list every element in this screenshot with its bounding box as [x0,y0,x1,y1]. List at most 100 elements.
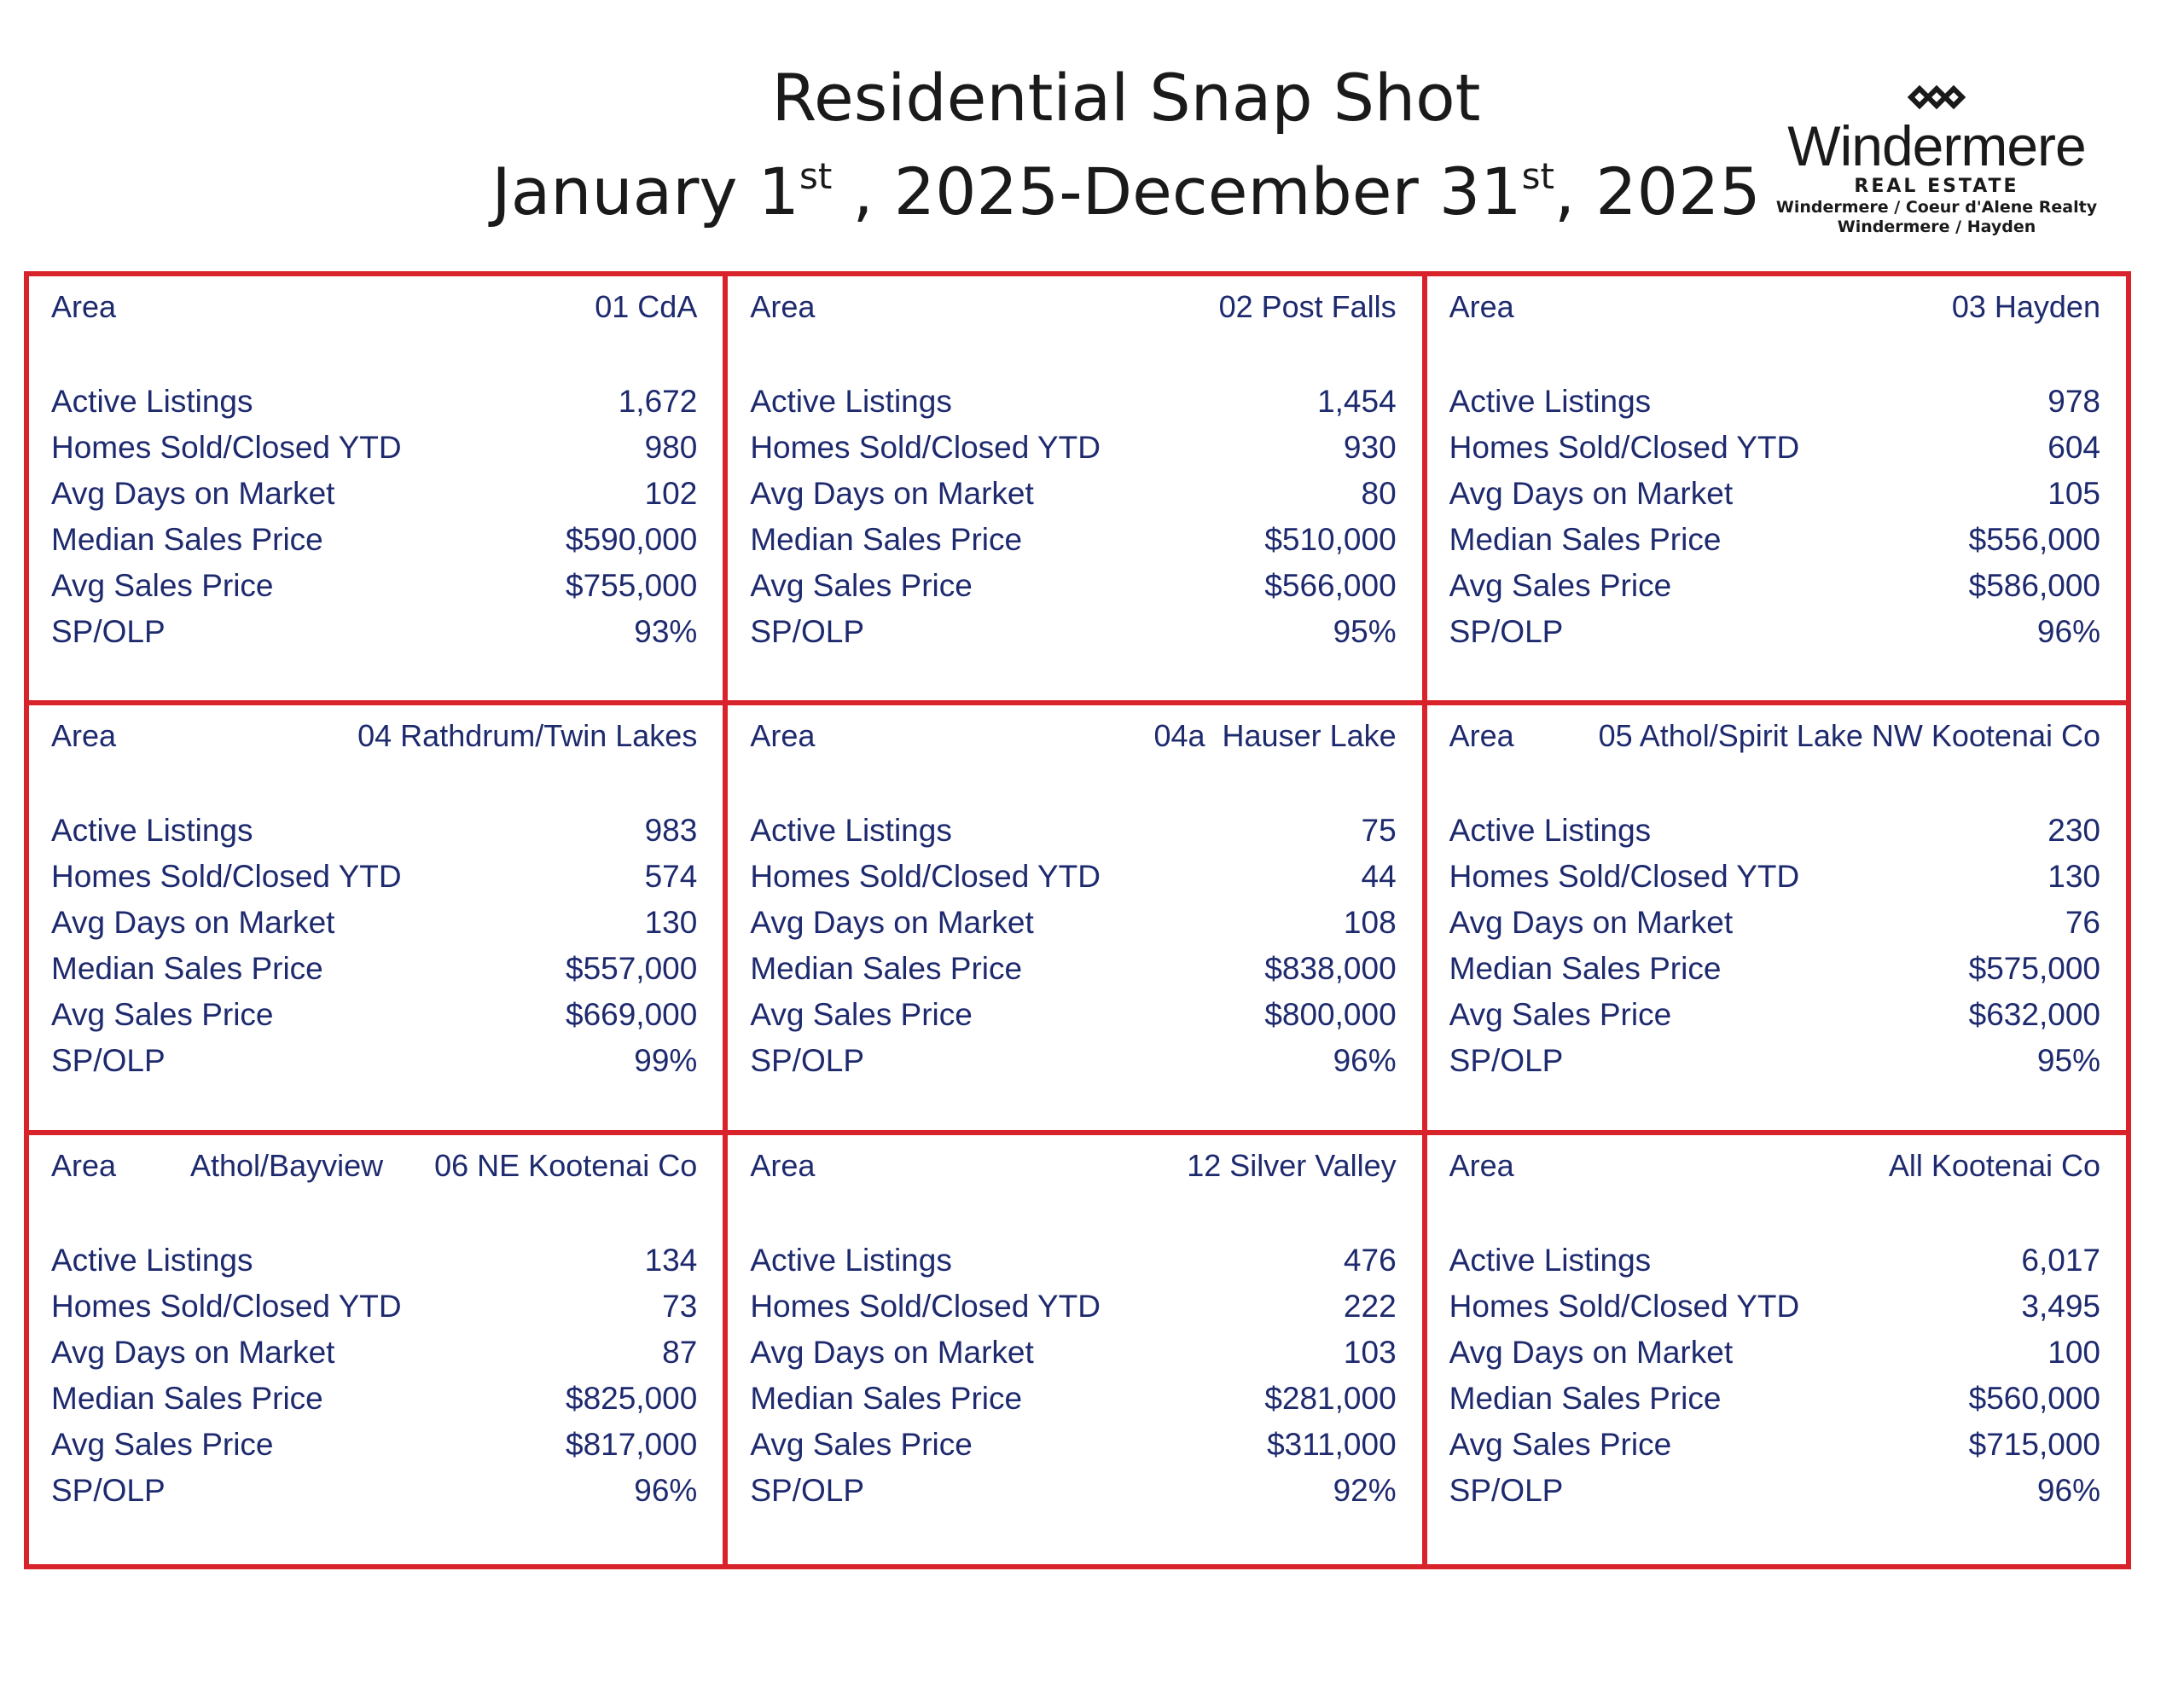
area-name: 12 Silver Valley [1187,1147,1397,1183]
stat-median-price: Median Sales Price $838,000 [750,946,1396,992]
area-card: Area 01 CdA Active Listings 1,672 Homes So… [29,276,729,706]
stat-active-listings: Active Listings 6,017 [1449,1238,2100,1284]
stat-avg-days: Avg Days on Market 130 [51,900,697,946]
stat-value: 105 [2048,476,2100,511]
stat-value: 222 [1343,1288,1397,1324]
area-label: Area [51,1147,117,1183]
stat-avg-price: Avg Sales Price $800,000 [750,992,1396,1038]
stat-label: Avg Days on Market [750,1334,1034,1370]
stat-avg-price: Avg Sales Price $669,000 [51,992,697,1038]
stat-label: SP/OLP [51,614,166,649]
stat-label: Active Listings [750,384,952,419]
area-card: Area 03 Hayden Active Listings 978 Homes S… [1426,276,2126,706]
stat-active-listings: Active Listings 75 [750,808,1396,854]
stat-value: 978 [2048,384,2100,419]
stat-label: Avg Days on Market [1449,905,1734,941]
stat-value: 76 [2065,905,2100,941]
stat-value: 574 [644,859,698,895]
stat-value: 80 [1361,476,1397,511]
logo-office-2: Windermere / Hayden [1837,217,2036,236]
windermere-logo: Windermere REAL ESTATE Windermere / Coeu… [1757,78,2116,237]
stat-label: Active Listings [1449,813,1652,849]
area-stats: Active Listings 978 Homes Sold/Closed YTD… [1449,379,2100,655]
stat-label: SP/OLP [1449,1472,1564,1508]
stat-label: Avg Days on Market [1449,476,1734,511]
stat-avg-days: Avg Days on Market 76 [1449,900,2100,946]
stat-value: 3,495 [2021,1288,2100,1324]
stat-value: 102 [644,476,698,511]
stat-value: 95% [1333,614,1397,649]
area-card: Area 05 Athol/Spirit Lake NW Kootenai Co … [1426,705,2126,1135]
area-stats: Active Listings 983 Homes Sold/Closed YTD… [51,808,697,1084]
stat-value: $560,000 [1968,1380,2100,1416]
stat-value: 1,672 [618,384,698,419]
stat-value: 96% [634,1472,698,1508]
stat-homes-sold: Homes Sold/Closed YTD 930 [750,425,1396,471]
stat-value: $311,000 [1267,1426,1397,1462]
stat-value: $838,000 [1264,951,1397,987]
area-stats: Active Listings 6,017 Homes Sold/Closed Y… [1449,1238,2100,1514]
area-stats: Active Listings 75 Homes Sold/Closed YTD 4… [750,808,1396,1084]
title-start-date: January 1 [491,154,799,229]
stat-label: Avg Sales Price [1449,568,1672,603]
stat-value: $586,000 [1968,568,2100,603]
area-header: Area Athol/Bayview 06 NE Kootenai Co [51,1147,697,1185]
stat-label: Median Sales Price [750,951,1023,987]
area-card: Area 02 Post Falls Active Listings 1,454 H… [728,276,1427,706]
stat-median-price: Median Sales Price $825,000 [51,1376,697,1422]
stat-value: $510,000 [1264,522,1397,557]
stat-value: 99% [634,1043,698,1079]
stat-avg-days: Avg Days on Market 103 [750,1330,1396,1376]
stat-value: 108 [1343,905,1397,941]
stat-label: Avg Sales Price [1449,1426,1672,1462]
area-header: Area 12 Silver Valley [750,1147,1396,1185]
stat-label: Avg Sales Price [51,997,274,1033]
stat-label: Homes Sold/Closed YTD [51,430,402,465]
stat-value: $715,000 [1968,1426,2100,1462]
stat-label: Active Listings [1449,384,1652,419]
stat-label: SP/OLP [1449,1043,1564,1079]
stat-value: $800,000 [1264,997,1397,1033]
stat-label: Homes Sold/Closed YTD [750,859,1101,895]
title-year: , 2025 [1554,154,1761,229]
stat-active-listings: Active Listings 978 [1449,379,2100,425]
area-header: Area 02 Post Falls [750,288,1396,326]
title-superscript-1: st [799,155,833,197]
stat-sp-olp: SP/OLP 93% [51,609,697,655]
stat-avg-price: Avg Sales Price $566,000 [750,563,1396,609]
stat-sp-olp: SP/OLP 96% [51,1468,697,1514]
stat-label: SP/OLP [750,1472,865,1508]
stat-active-listings: Active Listings 230 [1449,808,2100,854]
area-name: 05 Athol/Spirit Lake NW Kootenai Co [1598,718,2100,754]
stat-active-listings: Active Listings 983 [51,808,697,854]
stat-label: Active Listings [51,384,253,419]
stat-active-listings: Active Listings 476 [750,1238,1396,1284]
area-name: 03 Hayden [1951,289,2100,324]
area-stats-grid: Area 01 CdA Active Listings 1,672 Homes So… [24,271,2131,1569]
stat-value: 130 [2048,859,2100,895]
stat-avg-price: Avg Sales Price $632,000 [1449,992,2100,1038]
stat-label: Median Sales Price [51,1380,323,1416]
stat-sp-olp: SP/OLP 99% [51,1038,697,1084]
stat-value: $632,000 [1968,997,2100,1033]
stat-active-listings: Active Listings 134 [51,1238,697,1284]
stat-value: 6,017 [2021,1242,2100,1278]
stat-avg-price: Avg Sales Price $755,000 [51,563,697,609]
stat-label: Avg Sales Price [750,997,973,1033]
stat-label: Median Sales Price [750,522,1023,557]
area-header: Area 05 Athol/Spirit Lake NW Kootenai Co [1449,717,2100,755]
stat-label: Median Sales Price [1449,1380,1722,1416]
stat-avg-days: Avg Days on Market 100 [1449,1330,2100,1376]
stat-value: $575,000 [1968,951,2100,987]
stat-value: 96% [1333,1043,1397,1079]
stat-label: Avg Days on Market [750,476,1034,511]
stat-label: Avg Sales Price [51,568,274,603]
stat-homes-sold: Homes Sold/Closed YTD 604 [1449,425,2100,471]
stat-label: Active Listings [750,813,952,849]
stat-value: 93% [634,614,698,649]
stat-median-price: Median Sales Price $556,000 [1449,517,2100,563]
stat-homes-sold: Homes Sold/Closed YTD 222 [750,1284,1396,1330]
windermere-logo-icon [1907,84,1966,110]
stat-value: $566,000 [1264,568,1397,603]
area-card: Area 04a Hauser Lake Active Listings 75 Ho… [728,705,1427,1135]
